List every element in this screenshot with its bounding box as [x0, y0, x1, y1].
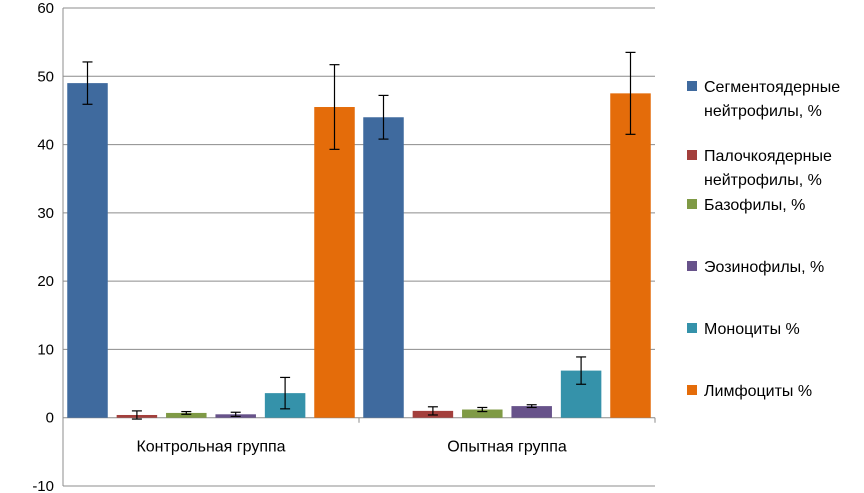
- bar: [610, 93, 651, 418]
- y-tick-label: 0: [46, 410, 54, 427]
- gridlines: [63, 7, 655, 487]
- bar: [314, 107, 355, 418]
- bar: [511, 406, 552, 418]
- legend-swatch: [687, 150, 697, 160]
- y-tick-label: 10: [37, 341, 54, 358]
- y-axis: -10 0 10 20 30 40 50 60: [32, 0, 656, 493]
- legend-label: Эозинофилы, %: [704, 259, 824, 276]
- legend-label: Лимфоциты %: [704, 383, 812, 400]
- legend-label-line2: нейтрофилы, %: [704, 103, 822, 120]
- error-bars: [82, 51, 636, 420]
- x-category-label: Контрольная группа: [136, 439, 285, 456]
- bar: [166, 412, 207, 418]
- legend-swatch: [687, 81, 697, 91]
- legend-label-line2: нейтрофилы, %: [704, 172, 822, 189]
- y-tick-label: 50: [37, 68, 54, 85]
- legend-item: Эозинофилы, %: [687, 259, 824, 276]
- legend-label: Сегментоядерные: [704, 79, 840, 96]
- legend-item: Лимфоциты %: [687, 383, 812, 400]
- y-tick-label: 20: [37, 273, 54, 290]
- x-category-label: Опытная группа: [447, 439, 567, 456]
- legend-swatch: [687, 385, 697, 395]
- legend-swatch: [687, 323, 697, 333]
- y-tick-label: 40: [37, 137, 54, 154]
- y-tick-label: 30: [37, 205, 54, 222]
- legend-item: Базофилы, %: [687, 197, 805, 214]
- bar: [363, 117, 404, 418]
- x-axis-labels: Контрольная группа Опытная группа: [136, 439, 566, 456]
- legend-swatch: [687, 261, 697, 271]
- legend-item: Палочкоядерные нейтрофилы, %: [687, 148, 832, 189]
- bars: [67, 83, 651, 418]
- legend-label: Базофилы, %: [704, 197, 805, 214]
- bar: [67, 83, 108, 418]
- legend-item: Моноциты %: [687, 321, 800, 338]
- legend-label: Моноциты %: [704, 321, 800, 338]
- y-tick-label: 60: [37, 0, 54, 17]
- legend-item: Сегментоядерные нейтрофилы, %: [687, 79, 840, 120]
- y-tick-label: -10: [32, 478, 54, 493]
- bar: [462, 409, 503, 418]
- legend-label: Палочкоядерные: [704, 148, 832, 165]
- legend-swatch: [687, 199, 697, 209]
